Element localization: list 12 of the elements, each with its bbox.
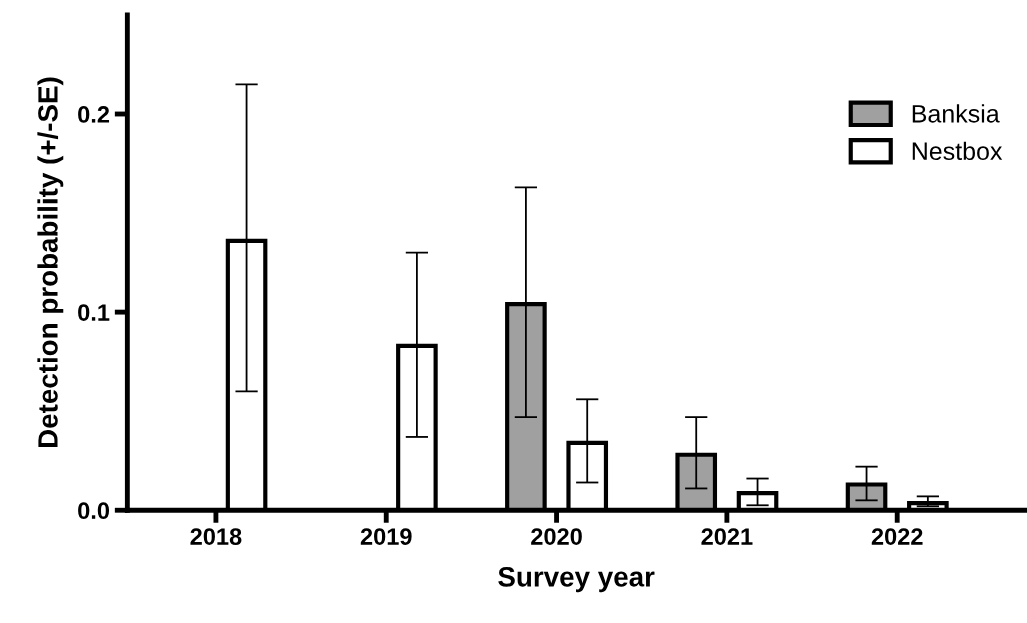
y-tick-label: 0.2	[78, 106, 110, 123]
x-tick-label: 2022	[871, 528, 923, 545]
x-axis-title: Survey year	[498, 567, 655, 593]
x-tick-label: 2019	[360, 528, 412, 545]
y-axis-title: Detection probability (+/-SE)	[37, 77, 64, 448]
legend-label: Nestbox	[912, 141, 1003, 161]
legend-label: Banksia	[912, 104, 1000, 123]
y-tick-label: 0.1	[78, 304, 110, 321]
x-tick-label: 2018	[190, 528, 242, 545]
x-tick-label: 2020	[531, 528, 582, 545]
y-tick-label: 0.0	[78, 502, 110, 520]
x-tick-label: 2021	[701, 528, 753, 545]
